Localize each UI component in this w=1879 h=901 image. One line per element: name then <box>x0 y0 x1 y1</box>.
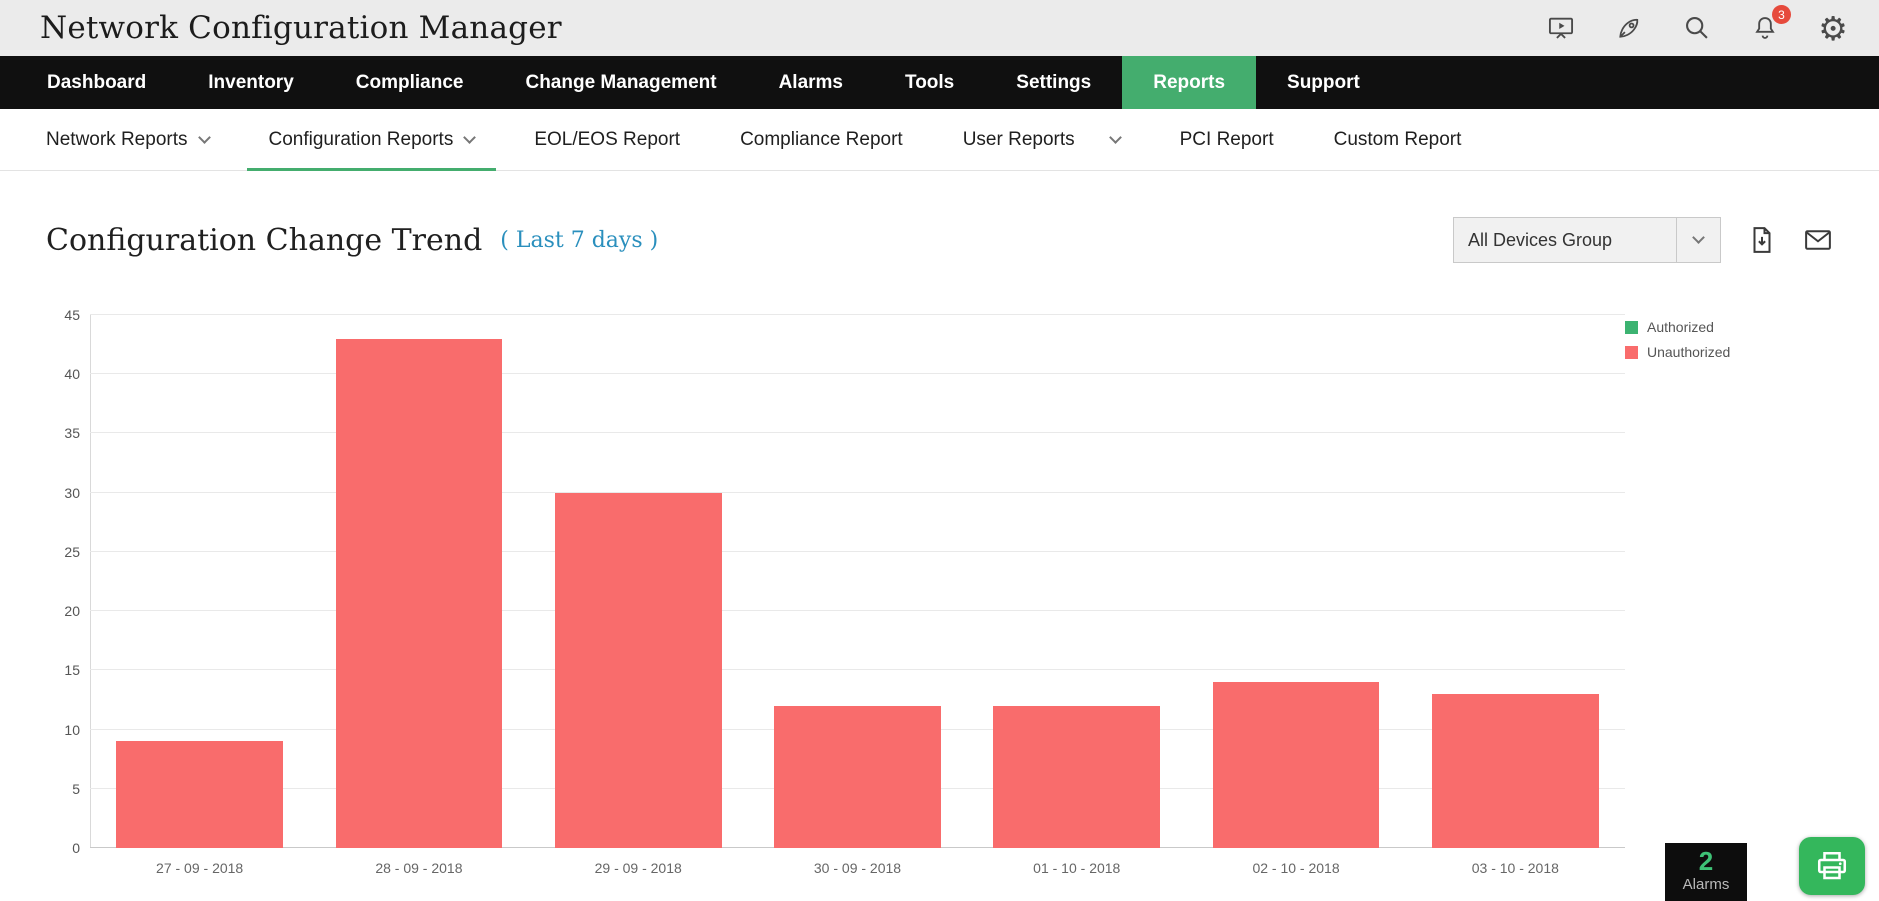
gridline <box>90 314 1625 315</box>
email-report-icon[interactable] <box>1803 225 1833 255</box>
y-axis-tick-label: 35 <box>64 425 80 442</box>
gridline <box>90 373 1625 375</box>
nav-item-change-management[interactable]: Change Management <box>525 71 717 93</box>
y-axis-tick-label: 25 <box>64 543 80 560</box>
gridline <box>90 432 1625 434</box>
gridline <box>90 610 1625 612</box>
presentation-icon[interactable] <box>1545 12 1577 44</box>
pdf-export-icon[interactable] <box>1747 225 1777 255</box>
chevron-down-icon <box>463 130 477 144</box>
x-axis-label: 02 - 10 - 2018 <box>1252 860 1340 876</box>
subnav-item-configuration-reports[interactable]: Configuration Reports <box>239 109 505 171</box>
bar-column[interactable] <box>967 315 1186 848</box>
x-axis-label: 28 - 09 - 2018 <box>375 860 463 876</box>
bar-segment-unauthorized[interactable] <box>774 705 941 848</box>
nav-item-reports[interactable]: Reports <box>1122 56 1257 109</box>
chevron-down-icon <box>1108 130 1122 144</box>
select-chevron-button[interactable] <box>1676 218 1720 262</box>
subnav-item-pci-report[interactable]: PCI Report <box>1179 128 1274 150</box>
legend-item-unauthorized[interactable]: Unauthorized <box>1625 344 1833 360</box>
subnav-item-custom-report[interactable]: Custom Report <box>1333 128 1462 150</box>
bar-column[interactable] <box>1406 315 1625 848</box>
bar-column[interactable] <box>748 315 967 848</box>
subnav-item-user-reports[interactable]: User Reports <box>933 109 1150 170</box>
subnav-item-network-reports[interactable]: Network Reports <box>16 109 239 170</box>
nav-item-support[interactable]: Support <box>1287 71 1360 93</box>
alarms-widget[interactable]: 2 Alarms <box>1665 843 1747 901</box>
nav-item-tools[interactable]: Tools <box>905 71 955 93</box>
alarms-count: 2 <box>1698 846 1714 876</box>
x-axis-label: 27 - 09 - 2018 <box>156 860 244 876</box>
app-title: Network Configuration Manager <box>40 10 562 46</box>
legend-item-authorized[interactable]: Authorized <box>1625 319 1833 335</box>
bar-segment-unauthorized[interactable] <box>1432 694 1599 848</box>
chevron-down-icon <box>197 130 211 144</box>
printer-icon <box>1817 851 1847 880</box>
topbar-icon-group: 3 ⚙ <box>1545 5 1849 48</box>
y-axis-tick-label: 40 <box>64 366 80 383</box>
gridline <box>90 669 1625 671</box>
bar-column[interactable] <box>309 315 528 848</box>
notifications-bell-icon[interactable]: 3 <box>1749 5 1791 44</box>
authorized-swatch <box>1625 320 1638 334</box>
y-axis: 0 5 10 15 20 25 30 35 40 45 <box>46 307 90 856</box>
page-title: Configuration Change Trend <box>46 222 483 258</box>
page-header: Configuration Change Trend ( Last 7 days… <box>46 217 1833 263</box>
device-group-selected-value: All Devices Group <box>1468 229 1613 250</box>
y-axis-tick-label: 10 <box>64 721 80 738</box>
bar-series <box>90 315 1625 848</box>
x-axis-label: 03 - 10 - 2018 <box>1471 860 1559 876</box>
configuration-change-trend-chart: 0 5 10 15 20 25 30 35 40 45 27 - 09 - 2018 28 - 09… <box>46 307 1833 876</box>
bar-segment-unauthorized[interactable] <box>1212 682 1380 848</box>
nav-item-dashboard[interactable]: Dashboard <box>47 71 147 93</box>
subnav-item-eol-eos-report[interactable]: EOL/EOS Report <box>534 128 681 150</box>
chevron-down-icon <box>1692 231 1705 244</box>
rocket-icon[interactable] <box>1613 12 1645 44</box>
bar-column[interactable] <box>90 315 309 848</box>
bar-column[interactable] <box>1186 315 1405 848</box>
notification-badge: 3 <box>1772 5 1791 24</box>
y-axis-tick-label: 5 <box>72 780 80 797</box>
report-period-label[interactable]: ( Last 7 days ) <box>500 227 659 253</box>
search-icon[interactable] <box>1681 12 1713 44</box>
gridline <box>90 491 1625 493</box>
subnav-item-compliance-report[interactable]: Compliance Report <box>740 128 903 150</box>
bar-segment-unauthorized[interactable] <box>554 492 722 848</box>
top-header-bar: Network Configuration Manager <box>0 0 1879 56</box>
alarms-label: Alarms <box>1682 875 1730 893</box>
settings-gear-icon[interactable]: ⚙ <box>1818 8 1848 48</box>
device-group-select[interactable]: All Devices Group <box>1453 217 1721 263</box>
bar-segment-unauthorized[interactable] <box>116 741 283 848</box>
report-content: Configuration Change Trend ( Last 7 days… <box>0 171 1879 876</box>
bar-segment-unauthorized[interactable] <box>993 705 1161 848</box>
nav-item-alarms[interactable]: Alarms <box>778 71 843 93</box>
y-axis-tick-label: 45 <box>64 307 80 323</box>
y-axis-tick-label: 0 <box>72 840 80 856</box>
x-axis-label: 30 - 09 - 2018 <box>813 860 902 876</box>
x-axis-label: 29 - 09 - 2018 <box>594 860 682 876</box>
chart-legend: Authorized Unauthorized <box>1625 315 1833 876</box>
plot-area <box>90 314 1625 848</box>
y-axis-tick-label: 15 <box>64 662 80 679</box>
reports-subnav: Network Reports Configuration Reports EO… <box>0 109 1879 171</box>
bar-segment-unauthorized[interactable] <box>335 338 503 848</box>
gridline <box>90 550 1625 552</box>
unauthorized-swatch <box>1625 345 1638 359</box>
y-axis-tick-label: 30 <box>64 484 80 501</box>
support-printer-widget-button[interactable] <box>1799 837 1865 895</box>
bar-column[interactable] <box>529 315 748 848</box>
nav-item-compliance[interactable]: Compliance <box>355 71 464 93</box>
y-axis-tick-label: 20 <box>64 603 80 620</box>
main-navigation: Dashboard Inventory Compliance Change Ma… <box>0 56 1879 109</box>
x-axis: 27 - 09 - 2018 28 - 09 - 2018 29 - 09 - 20… <box>90 860 1625 876</box>
x-axis-label: 01 - 10 - 2018 <box>1033 860 1121 876</box>
nav-item-settings[interactable]: Settings <box>1016 71 1092 93</box>
report-controls: All Devices Group <box>1453 217 1833 263</box>
nav-item-inventory[interactable]: Inventory <box>208 71 294 93</box>
